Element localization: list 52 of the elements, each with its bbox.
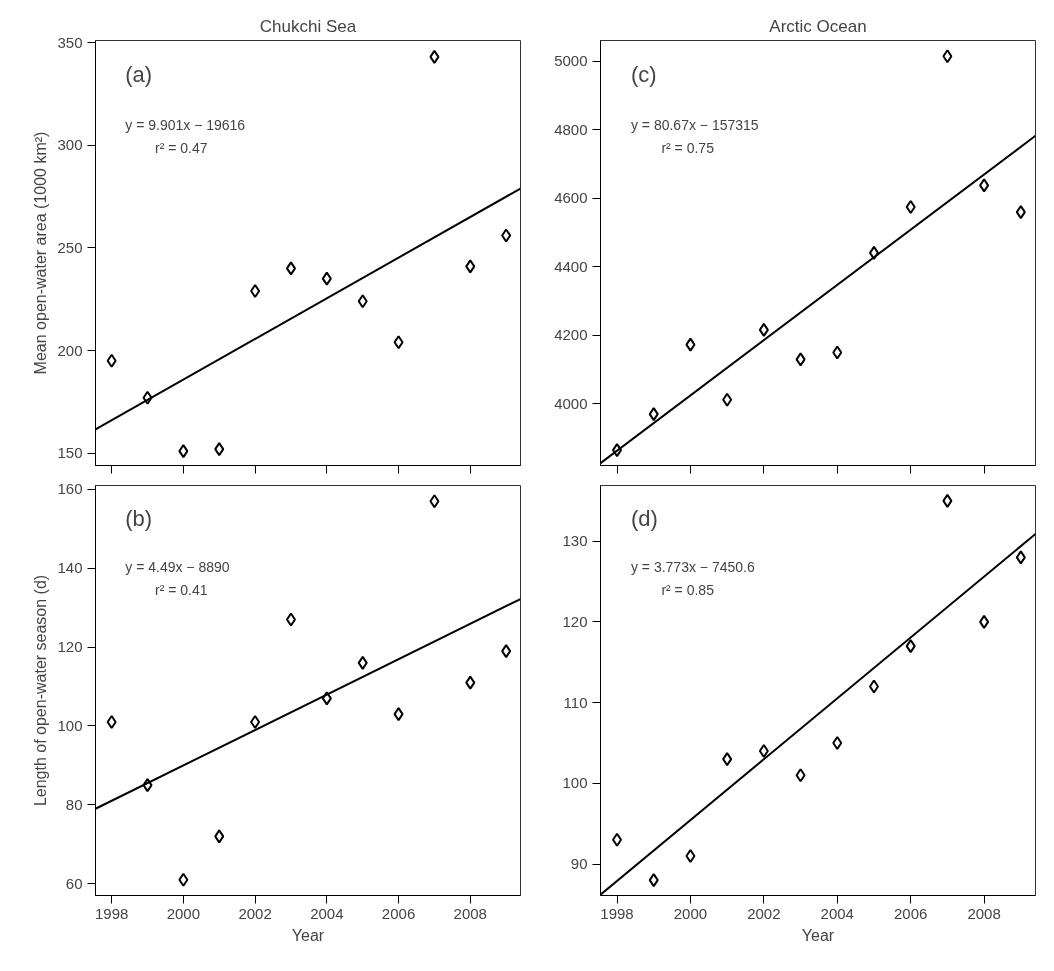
annotation: r² = 0.41: [155, 581, 208, 598]
annotation: y = 3.773x − 7450.6: [630, 559, 755, 576]
y-tick-label: 160: [57, 480, 83, 498]
y-axis-title: Length of open-water season (d): [32, 574, 50, 807]
y-tick-label: 130: [562, 532, 588, 550]
y-tick-label: 90: [570, 855, 588, 873]
y-tick-label: 4200: [554, 326, 588, 344]
x-axis-title: Year: [291, 926, 325, 944]
y-tick-label: 120: [57, 638, 83, 656]
x-tick-label: 2000: [673, 904, 708, 922]
y-tick-label: 4000: [554, 394, 588, 412]
x-tick-label: 2006: [381, 904, 416, 922]
x-tick-label: 2000: [166, 904, 201, 922]
annotation: y = 9.901x − 19616: [125, 117, 246, 133]
annotation: (a): [125, 61, 153, 87]
x-tick-label: 1998: [600, 904, 634, 922]
y-tick-label: 80: [65, 795, 83, 813]
y-tick-label: 100: [562, 774, 588, 792]
y-tick-label: 120: [562, 612, 588, 630]
annotation: r² = 0.75: [661, 140, 715, 157]
y-tick-label: 4800: [554, 120, 588, 138]
x-tick-label: 1998: [94, 904, 129, 922]
y-tick-label: 140: [57, 559, 83, 577]
y-tick-label: 200: [57, 341, 83, 359]
y-tick-label: 4400: [554, 257, 588, 275]
chart-title: Chukchi Sea: [259, 16, 357, 36]
y-tick-label: 150: [57, 444, 83, 462]
y-tick-label: 100: [57, 716, 83, 734]
annotation: y = 4.49x − 8890: [125, 559, 230, 576]
y-tick-label: 350: [57, 33, 83, 51]
y-tick-label: 110: [563, 693, 588, 711]
annotation: r² = 0.47: [155, 140, 208, 157]
x-tick-label: 2004: [820, 904, 854, 922]
x-tick-label: 2008: [967, 904, 1001, 922]
x-tick-label: 2008: [453, 904, 487, 922]
annotation: y = 80.67x − 157315: [630, 117, 759, 133]
y-tick-label: 5000: [554, 52, 588, 70]
y-axis-title: Mean open-water area (1000 km²): [32, 131, 50, 375]
annotation: (c): [630, 61, 657, 87]
y-tick-label: 4600: [554, 189, 588, 207]
y-tick-label: 60: [65, 874, 83, 892]
x-tick-label: 2002: [747, 904, 781, 922]
annotation: (b): [125, 506, 153, 531]
x-tick-label: 2004: [310, 904, 344, 922]
annotation: r² = 0.85: [661, 581, 715, 598]
x-tick-label: 2002: [238, 904, 272, 922]
y-tick-label: 250: [57, 238, 83, 256]
y-tick-label: 300: [57, 136, 83, 154]
chart-title: Arctic Ocean: [769, 16, 867, 36]
x-axis-title: Year: [801, 926, 835, 944]
x-tick-label: 2006: [894, 904, 928, 922]
annotation: (d): [630, 506, 658, 531]
